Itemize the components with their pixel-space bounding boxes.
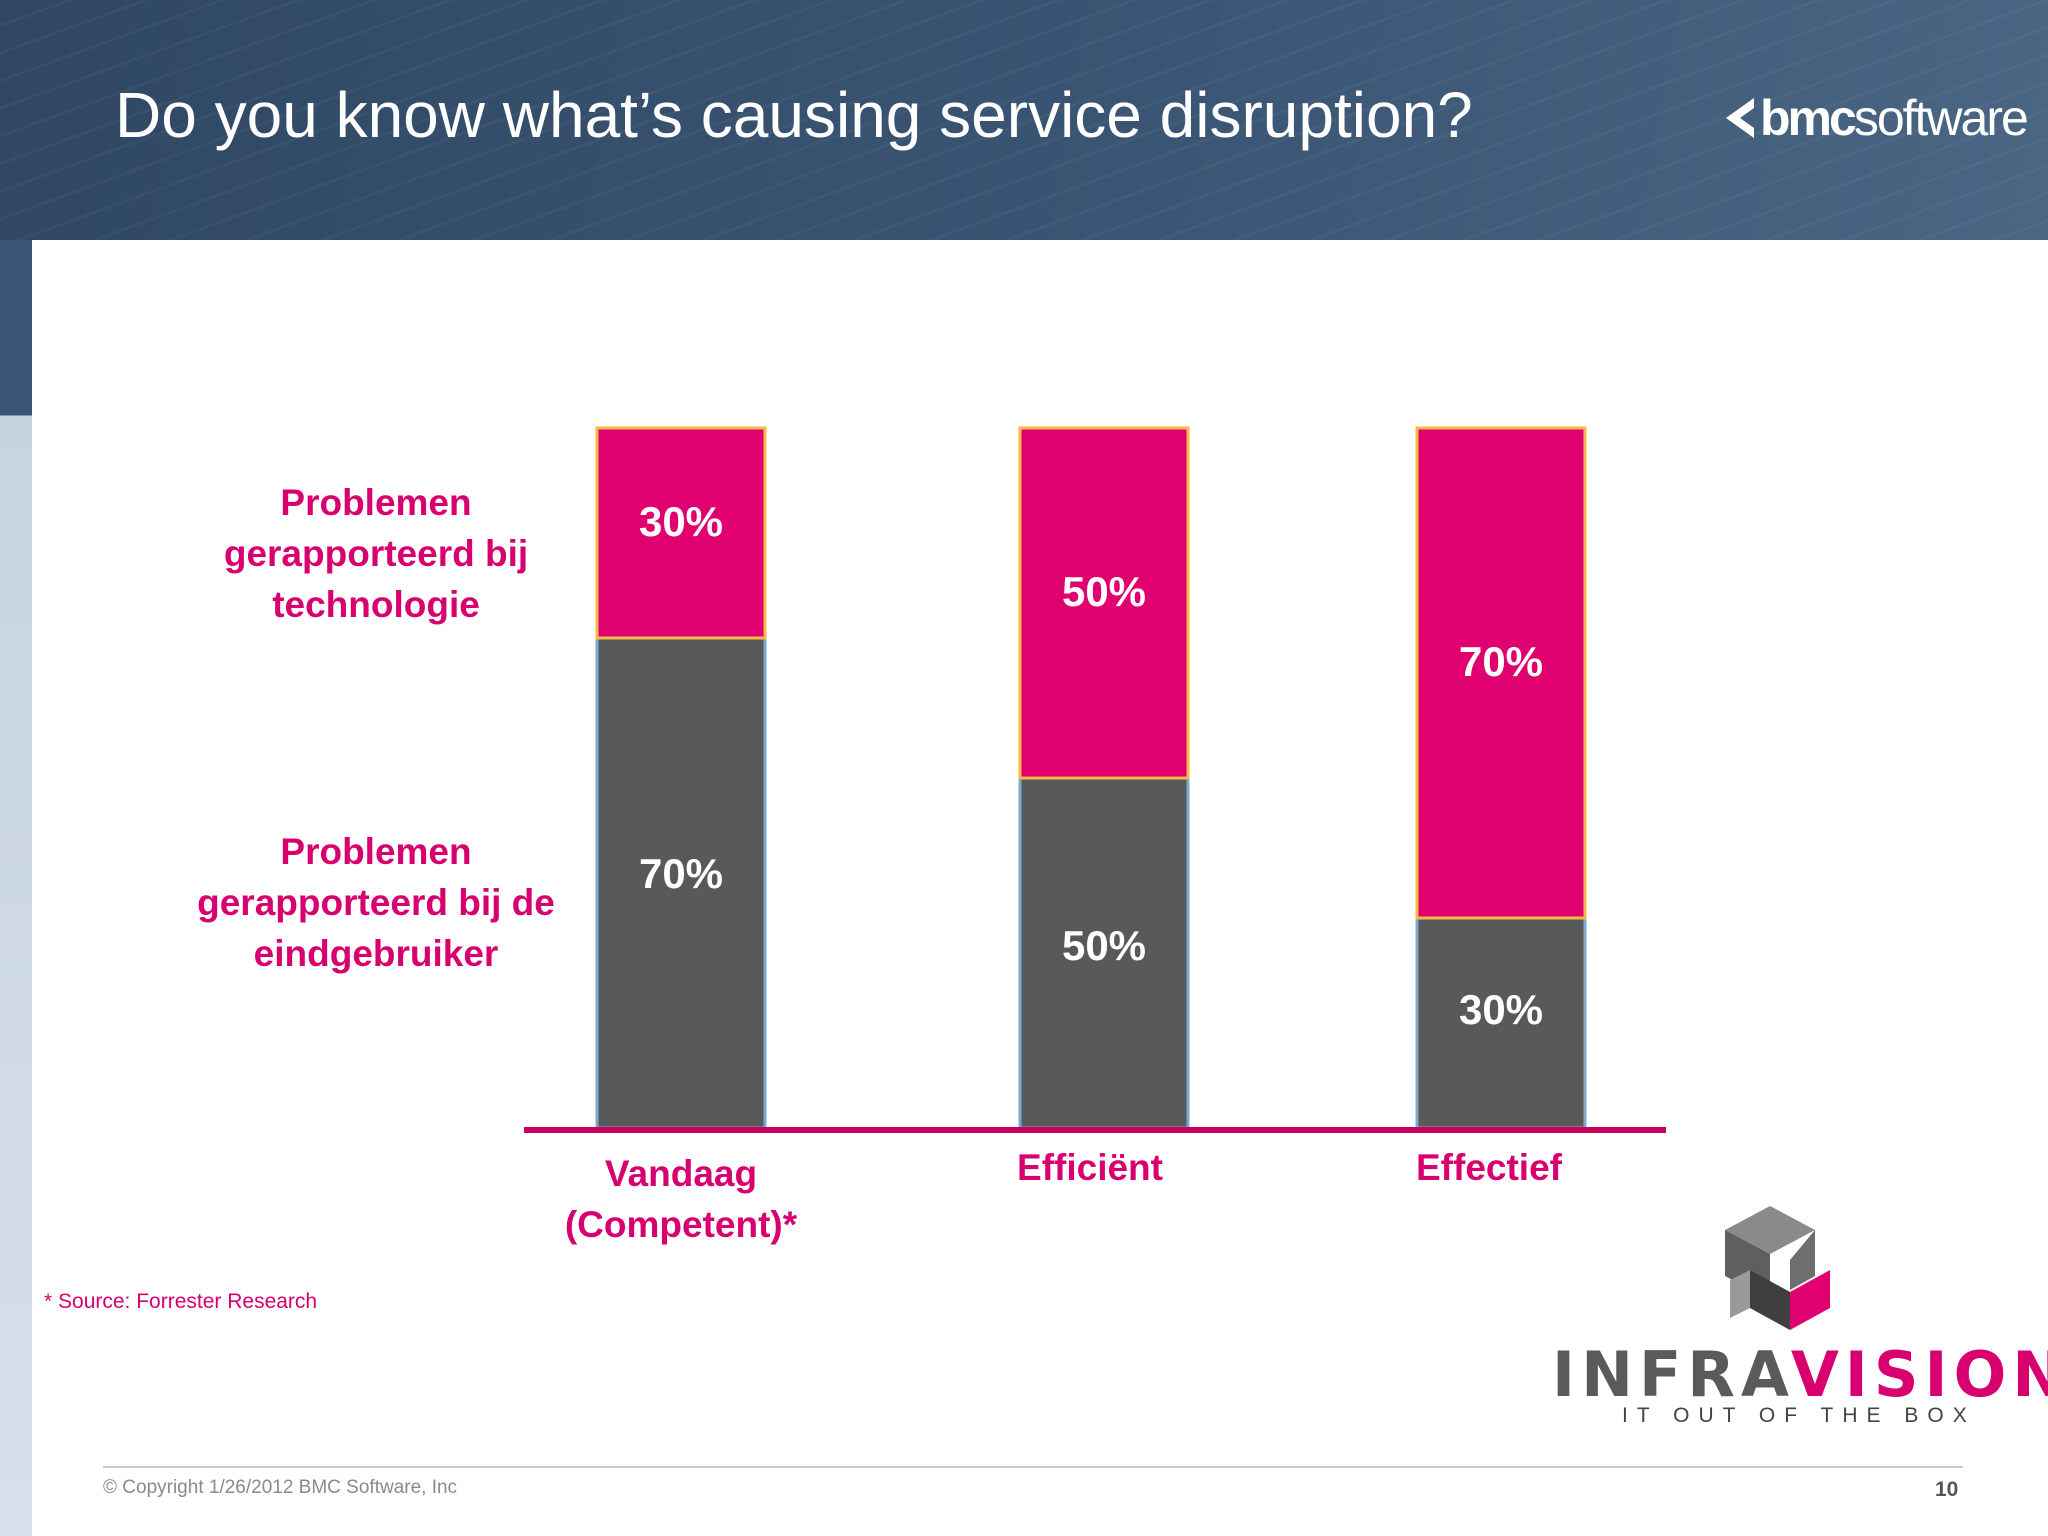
- bar-segment-end-user: [1415, 916, 1587, 1130]
- bar-value-label: 70%: [1459, 638, 1543, 685]
- bar-segment-technology: [1018, 426, 1190, 780]
- wordmark-part-b: VISION: [1790, 1338, 2048, 1411]
- brand-name-bold: bmc: [1760, 90, 1857, 146]
- bars-layer: [524, 426, 1666, 1133]
- legend-technology-line: technologie: [272, 584, 480, 625]
- page-title: Do you know what’s causing service disru…: [115, 79, 1473, 151]
- bar-segment-end-user: [1018, 776, 1190, 1130]
- bar-value-label: 50%: [1062, 568, 1146, 615]
- infravision-wordmark: INFRAVISION: [1552, 1338, 2048, 1411]
- category-label: Effectief: [1416, 1147, 1563, 1188]
- legend-end-user-line: eindgebruiker: [253, 933, 499, 974]
- category-label: Efficiënt: [1017, 1147, 1163, 1188]
- bar-segment-technology: [595, 426, 767, 640]
- wordmark-part-a: INFRA: [1552, 1338, 1791, 1411]
- header-band: [0, 0, 2048, 240]
- source-note: * Source: Forrester Research: [44, 1290, 318, 1313]
- legend-end-user-line: Problemen: [280, 831, 472, 872]
- legend-end-user-line: gerapporteerd bij de: [197, 882, 555, 923]
- legend-technology-line: Problemen: [280, 482, 472, 523]
- bar-value-label: 50%: [1062, 922, 1146, 969]
- labels-layer: 70% 30% Vandaag (Competent)* 50% 50% Efficiënt…: [565, 498, 1563, 1245]
- brand-name-light: software: [1853, 90, 2029, 146]
- infravision-tagline: IT OUT OF THE BOX: [1622, 1404, 1976, 1427]
- bar-value-label: 30%: [639, 498, 723, 545]
- bmc-software-logo: bmc software: [1722, 88, 2029, 148]
- bar-value-label: 30%: [1459, 986, 1543, 1033]
- category-label: (Competent)*: [565, 1204, 798, 1245]
- side-band: [0, 240, 32, 1536]
- bar-value-label: 70%: [639, 850, 723, 897]
- legend-end-user: Problemen gerapporteerd bij de eindgebru…: [180, 826, 572, 979]
- footer-divider: [103, 1466, 1963, 1468]
- infravision-cube-icon: [1725, 1206, 1830, 1330]
- bmc-chevron-icon: [1726, 98, 1754, 138]
- legend-technology-line: gerapporteerd bij: [223, 533, 529, 574]
- copyright-text: © Copyright 1/26/2012 BMC Software, Inc: [103, 1477, 458, 1498]
- legend-technology: Problemen gerapporteerd bij technologie: [190, 477, 562, 630]
- category-label: Vandaag: [605, 1153, 757, 1194]
- bar-segment-technology: [1415, 426, 1587, 920]
- page-number: 10: [1935, 1478, 1959, 1501]
